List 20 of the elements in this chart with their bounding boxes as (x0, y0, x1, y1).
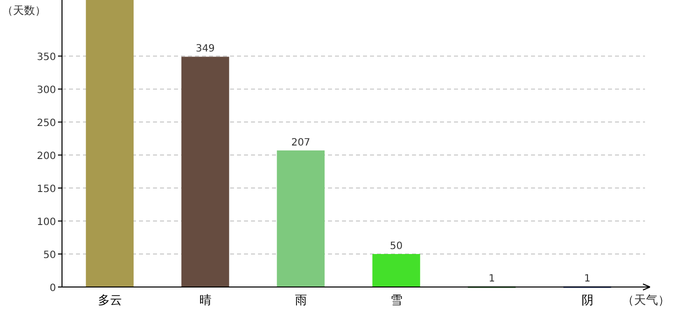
x-tick-label: 晴 (199, 293, 212, 307)
y-tick-label: 350 (36, 52, 56, 64)
y-axis-title: （天数） (2, 4, 46, 17)
x-tick-label: 多云 (98, 293, 122, 307)
x-tick-label: 雨 (294, 293, 307, 307)
y-tick-label: 100 (36, 217, 56, 228)
data-label: 1 (488, 273, 495, 284)
y-tick-label: 0 (50, 283, 56, 294)
x-tick-label: 阴 (581, 293, 594, 307)
y-tick-label: 300 (36, 85, 56, 96)
y-tick-label: 200 (36, 151, 56, 162)
data-label: 207 (291, 137, 310, 148)
y-tick-label: 250 (36, 118, 56, 130)
x-axis-title: （天气） (622, 293, 670, 307)
x-tick-label: 雪 (390, 293, 402, 307)
data-label: 50 (390, 241, 403, 252)
data-label: 349 (196, 44, 215, 55)
y-tick-label: 50 (43, 250, 56, 262)
y-tick-label: 150 (36, 184, 56, 196)
data-label: 1 (584, 273, 590, 284)
